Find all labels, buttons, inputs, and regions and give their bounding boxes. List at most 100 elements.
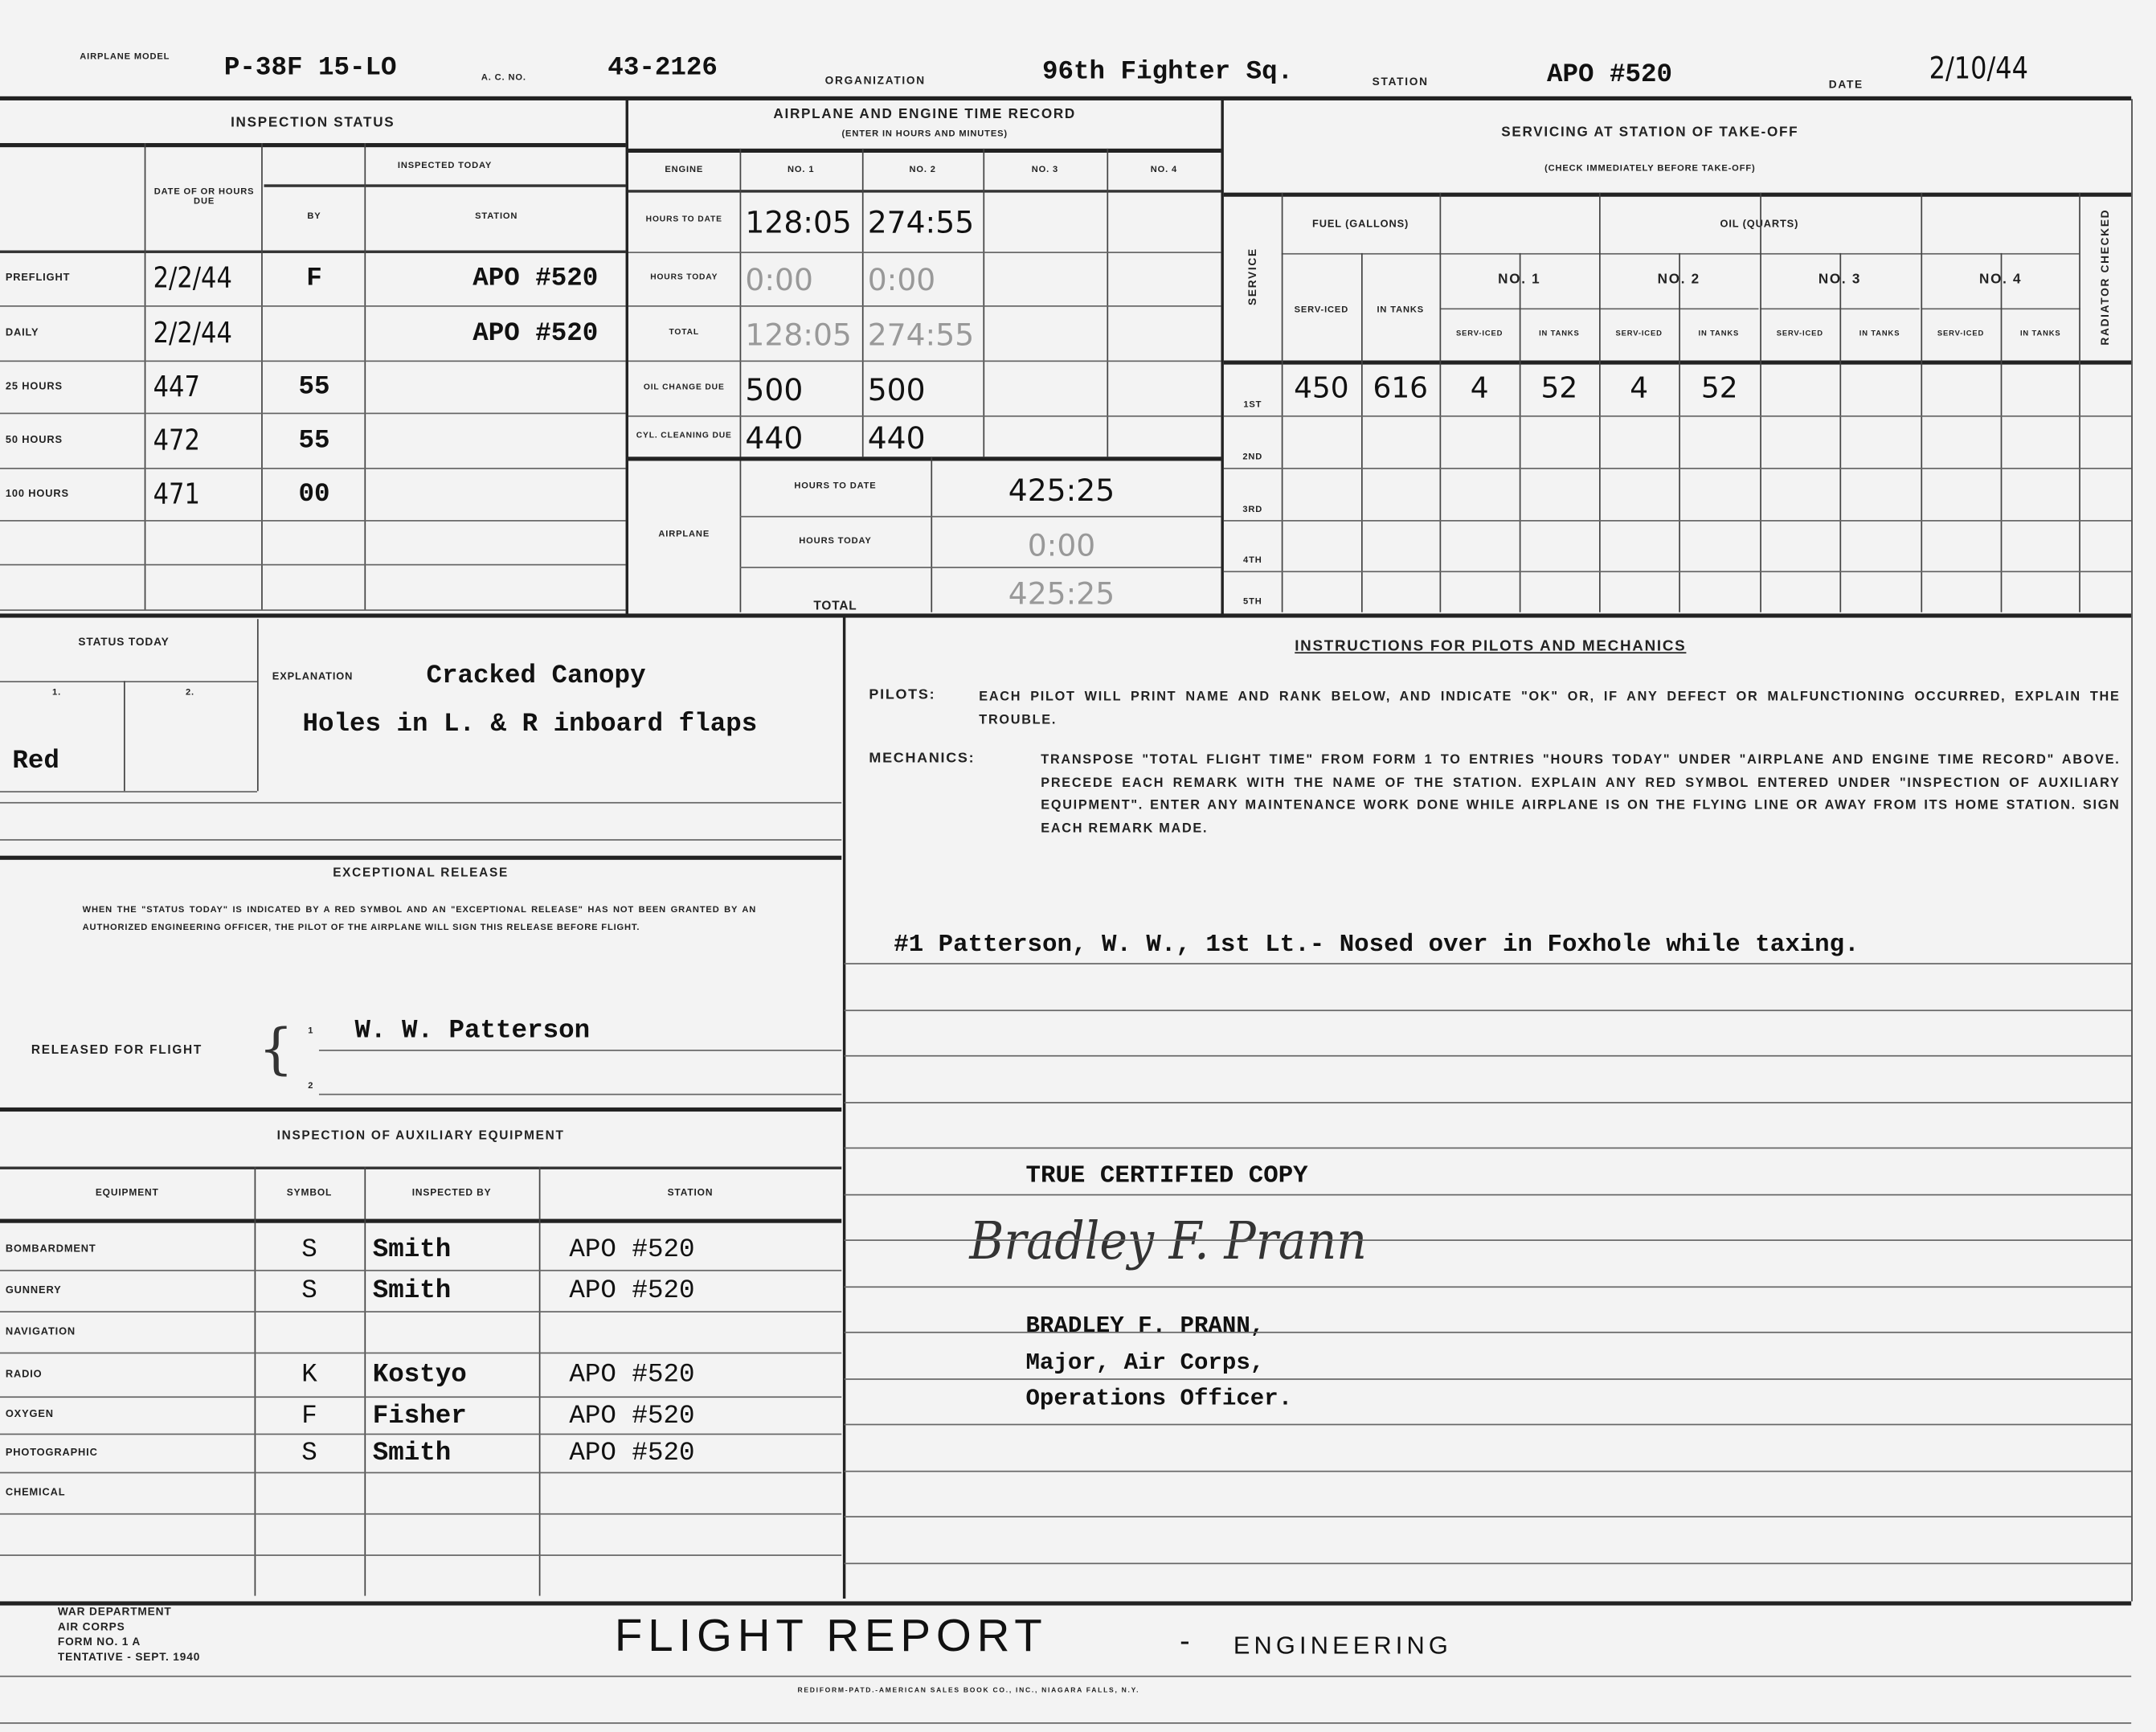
rule (1760, 192, 1761, 612)
explanation-line-2: Holes in L. & R inboard flaps (302, 708, 758, 739)
rule (1223, 415, 2132, 417)
inspection-by: 55 (298, 424, 330, 456)
engine-time-value (983, 193, 1107, 255)
servicing-value (1440, 571, 1520, 612)
rule (0, 1352, 842, 1354)
rule (254, 1166, 256, 1596)
oil-in-tanks-label: IN TANKS (1859, 330, 1900, 338)
engine-time-value (983, 255, 1107, 309)
airplane-time-value: 0:00 (1027, 530, 1096, 564)
date-label: DATE (1828, 78, 1863, 91)
rule (628, 252, 1221, 253)
rule (0, 681, 257, 683)
status-value-1: Red (12, 745, 59, 776)
servicing-subtitle: (CHECK IMMEDIATELY BEFORE TAKE-OFF) (1544, 164, 1756, 174)
engine-time-value: 274:55 (867, 318, 975, 354)
brace-icon: { (258, 1017, 294, 1082)
fuel-in-tanks-label: IN TANKS (1377, 305, 1425, 316)
engine-time-value (983, 363, 1107, 418)
rule (1281, 252, 2080, 255)
tentative-date: TENTATIVE - SEPT. 1940 (57, 1651, 201, 1664)
rule (0, 305, 626, 307)
servicing-value: 4 (1630, 371, 1649, 405)
form-info: WAR DEPARTMENT AIR CORPS FORM NO. 1 A TE… (58, 1604, 200, 1664)
pilots-label: PILOTS: (869, 686, 936, 703)
col-date-due: DATE OF OR HOURS DUE (153, 186, 255, 207)
aux-inspected-by (367, 1472, 539, 1513)
engine-time-value: 0:00 (745, 264, 813, 299)
servicing-title: SERVICING AT STATION OF TAKE-OFF (1501, 125, 1799, 141)
rule (256, 619, 259, 792)
oil-engine-no: NO. 3 (1818, 272, 1862, 289)
oil-serviced-label: SERV-ICED (1615, 330, 1663, 338)
aux-symbol (255, 1311, 365, 1352)
oil-serviced-label: SERV-ICED (1456, 330, 1503, 338)
servicing-value (1921, 571, 2000, 612)
station-value: APO #520 (1546, 59, 1673, 90)
pilot-remark: #1 Patterson, W. W., 1st Lt.- Nosed over… (894, 931, 1859, 960)
rule (1679, 252, 1680, 612)
servicing-value (1361, 468, 1440, 520)
war-department: WAR DEPARTMENT (57, 1605, 172, 1618)
servicing-value (1361, 416, 1440, 468)
rule (1839, 252, 1842, 612)
service-row-label: 3RD (1242, 504, 1263, 514)
middle-divider (842, 615, 846, 1599)
rule (264, 184, 626, 187)
servicing-value (1839, 571, 1921, 612)
servicing-value: 616 (1373, 371, 1429, 405)
rule (0, 563, 626, 566)
airplane-row-label: TOTAL (813, 598, 857, 612)
explanation-label: EXPLANATION (272, 669, 354, 683)
servicing-value (1760, 520, 1839, 571)
oil-in-tanks-label: IN TANKS (1698, 330, 1740, 338)
rule (0, 412, 626, 415)
rule (144, 143, 146, 611)
rule (628, 305, 1221, 307)
aux-station: APO #520 (569, 1275, 695, 1306)
aux-equipment-title: INSPECTION OF AUXILIARY EQUIPMENT (276, 1128, 565, 1142)
aux-station: APO #520 (569, 1234, 695, 1265)
form-subtitle: ENGINEERING (1233, 1632, 1452, 1660)
service-label: SERVICE (1246, 248, 1259, 305)
service-row-label: 2ND (1242, 452, 1263, 462)
rule (0, 1675, 2132, 1677)
aux-equipment-name: CHEMICAL (5, 1485, 66, 1498)
rule (844, 1423, 2132, 1426)
title-dash: - (1180, 1623, 1190, 1658)
rule (1221, 99, 1224, 616)
servicing-value (1282, 468, 1361, 520)
time-row-label: TOTAL (669, 328, 700, 337)
airplane-time-value: 425:25 (1008, 474, 1115, 510)
rule (123, 681, 125, 792)
aux-station (539, 1472, 841, 1513)
aux-inspected-by: Smith (372, 1275, 452, 1306)
release-line-1-no: 1 (308, 1026, 314, 1036)
servicing-value (1520, 468, 1599, 520)
rule (0, 855, 842, 860)
inspection-due: 2/2/44 (153, 316, 232, 350)
inspection-status-title: INSPECTION STATUS (231, 116, 395, 132)
airplane-row-label: HOURS TODAY (799, 536, 872, 547)
airplane-model-value: P-38F 15-LO (223, 52, 397, 83)
inspection-due: 447 (153, 370, 200, 403)
aux-station: APO #520 (569, 1437, 695, 1468)
aux-col-inspected-by: INSPECTED BY (411, 1188, 492, 1198)
time-record-subtitle: (ENTER IN HOURS AND MINUTES) (841, 129, 1008, 140)
inspection-by: F (306, 262, 322, 293)
servicing-value (1599, 571, 1679, 612)
airplane-row-label: HOURS TO DATE (794, 481, 877, 491)
rule (844, 1009, 2132, 1011)
engine-time-value: 440 (745, 421, 804, 457)
station-label: STATION (1372, 76, 1429, 88)
servicing-value (1760, 360, 1839, 415)
release-signature-1: W. W. Patterson (354, 1015, 591, 1046)
servicing-value (2001, 416, 2080, 468)
inspection-station (367, 468, 626, 520)
rule (1223, 360, 2132, 365)
servicing-value (1282, 571, 1361, 612)
time-record-title: AIRPLANE AND ENGINE TIME RECORD (773, 107, 1077, 123)
rule (1599, 192, 1601, 612)
rule (844, 1239, 2132, 1241)
oil-label: OIL (QUARTS) (1720, 216, 1799, 230)
